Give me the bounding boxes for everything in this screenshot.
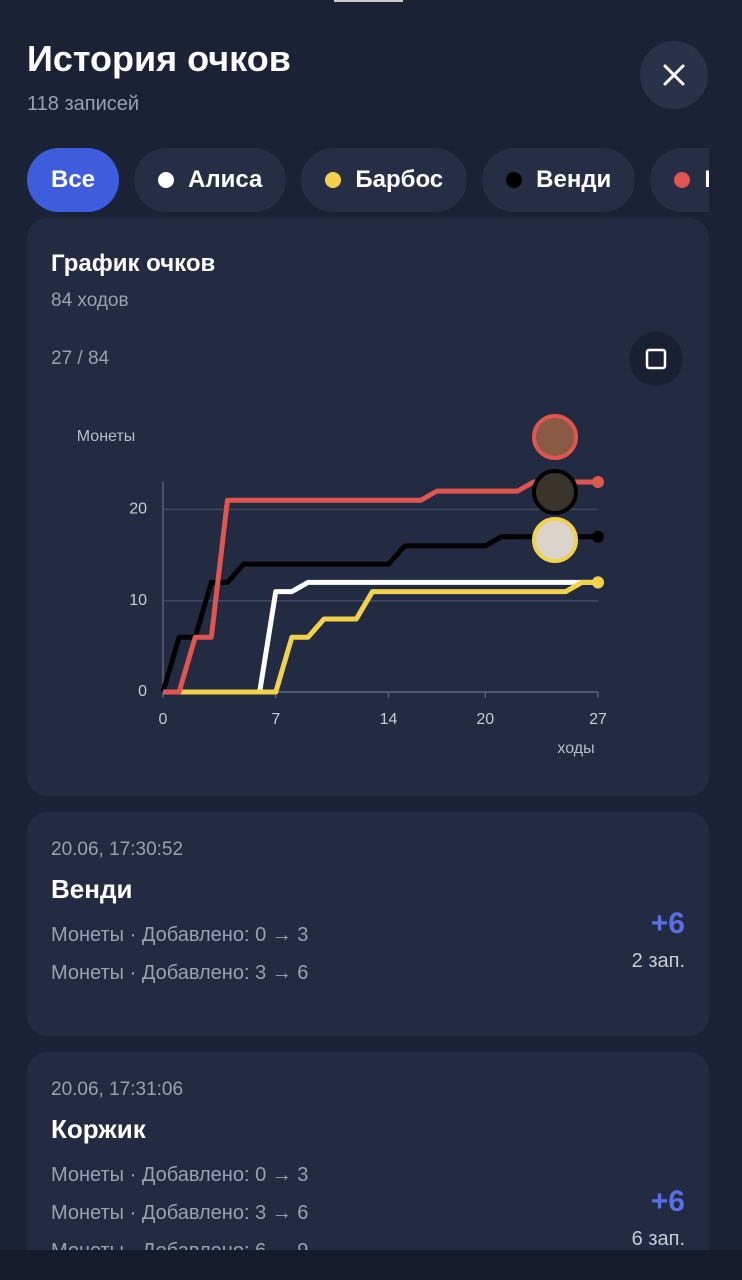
progress: 27 / 84 <box>51 348 110 369</box>
entry-info: 20.06, 17:31:06 Коржик Монеты · Добавлено:… <box>51 1078 632 1250</box>
chip-dot <box>506 172 523 188</box>
chip-dot <box>325 172 342 188</box>
filter-chip[interactable]: Венди <box>482 148 636 212</box>
x-tick-label: 14 <box>380 711 398 728</box>
end-point <box>592 576 604 589</box>
entry-time: 20.06, 17:31:06 <box>51 1079 184 1100</box>
chip-label: Венди <box>536 166 612 193</box>
card-title: График очков <box>51 250 216 277</box>
page-subtitle: 118 записей <box>27 93 140 115</box>
series-line <box>163 579 598 695</box>
entry-name: Венди <box>51 874 133 904</box>
avatars <box>532 414 578 563</box>
series-line <box>163 579 598 695</box>
x-tick-label: 27 <box>589 711 607 728</box>
chip-label: Все <box>51 166 96 193</box>
x-tick-label: 0 <box>159 711 168 728</box>
page-title: История очков <box>27 38 291 79</box>
entry-card[interactable]: 20.06, 17:31:06 Коржик Монеты · Добавлено:… <box>27 1052 709 1250</box>
x-tick-label: 20 <box>476 711 494 728</box>
avatar <box>532 414 578 460</box>
entry-info: 20.06, 17:30:52 Венди Монеты · Добавлено: … <box>51 838 632 1036</box>
avatar <box>532 517 578 563</box>
entry-line: Монеты · Добавлено: 3 → 6 <box>51 962 309 984</box>
y-tick-label: 20 <box>129 501 147 518</box>
stop-icon <box>645 348 667 370</box>
entry-summary: +6 2 зап. <box>632 902 685 976</box>
y-tick-label: 10 <box>129 592 147 609</box>
status-bar <box>334 0 403 2</box>
filter-bar: Все Алиса Барбос Венди К <box>27 148 709 212</box>
chart: Монеты ходы 0 10 20 0 7 14 20 27 <box>77 414 607 757</box>
filter-chip[interactable]: Все <box>27 148 120 212</box>
entry-line: Монеты · Добавлено: 0 → 3 <box>51 1164 309 1186</box>
entry-count: 6 зап. <box>631 1228 685 1250</box>
series-line <box>163 479 598 695</box>
y-tick-label: 0 <box>138 683 147 700</box>
entry-delta: +6 <box>650 907 685 940</box>
entry-time: 20.06, 17:30:52 <box>51 839 184 860</box>
entry-line: Монеты · Добавлено: 6 → 9 <box>51 1232 632 1250</box>
entry-line: Монеты · Добавлено: 0 → 3 <box>51 924 309 946</box>
end-point <box>592 530 604 543</box>
filter-chip[interactable]: Алиса <box>134 148 287 212</box>
entry-summary: +6 6 зап. <box>632 1180 685 1250</box>
entry-card[interactable]: 20.06, 17:30:52 Венди Монеты · Добавлено: … <box>27 812 709 1036</box>
avatar <box>532 469 578 515</box>
stop-button[interactable] <box>629 332 683 386</box>
entry-name: Коржик <box>51 1114 146 1144</box>
filter-chip[interactable]: К <box>650 148 709 212</box>
y-axis-label: Монеты <box>77 428 135 445</box>
chip-label: К <box>704 166 709 194</box>
filter-chip[interactable]: Барбос <box>301 148 468 212</box>
x-axis-label: ходы <box>557 740 594 757</box>
chip-label: Алиса <box>188 166 263 193</box>
entry-line: Монеты · Добавлено: 3 → 6 <box>51 1202 309 1224</box>
entry-delta: +6 <box>650 1185 685 1218</box>
card-subtitle: 84 ходов <box>51 290 129 311</box>
chip-dot <box>158 172 175 188</box>
series-line <box>160 534 598 693</box>
chart-card: График очков 84 ходов 27 / 84 Монеты ход… <box>27 218 709 796</box>
entry-count: 2 зап. <box>631 950 685 972</box>
close-button[interactable] <box>640 41 708 109</box>
screen: История очков 118 записей Все Алиса Барбос… <box>27 0 709 1250</box>
chip-label: Барбос <box>355 166 444 193</box>
close-icon <box>663 64 685 86</box>
x-tick-label: 7 <box>271 711 280 728</box>
chip-dot <box>674 172 691 188</box>
end-point <box>592 476 604 488</box>
